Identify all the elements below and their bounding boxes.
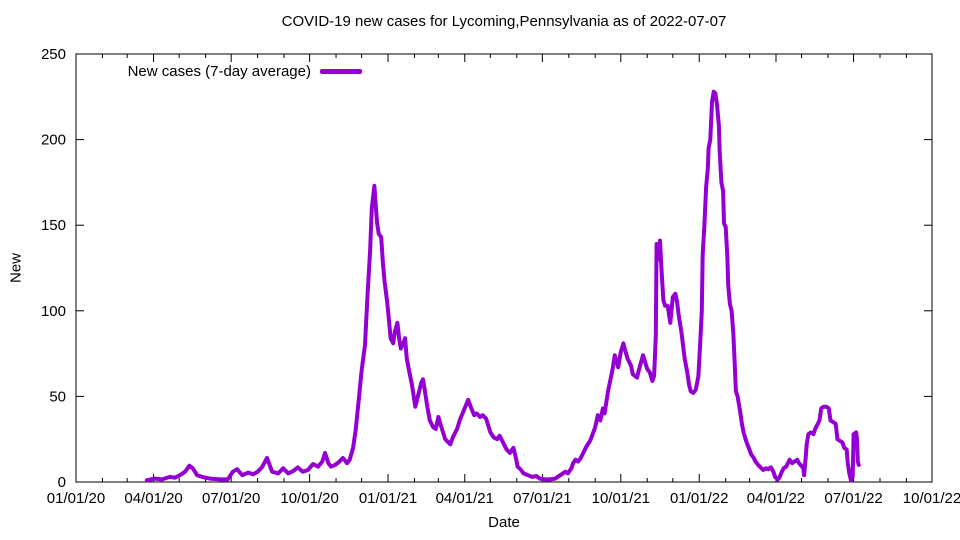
legend-line-sample-icon (320, 68, 362, 74)
y-tick-label: 150 (41, 217, 66, 234)
y-tick-label: 50 (49, 388, 66, 405)
y-tick-label: 0 (58, 474, 66, 491)
x-tick-label: 07/01/20 (202, 490, 260, 507)
x-tick-label: 04/01/20 (124, 490, 182, 507)
x-tick-label: 01/01/20 (47, 490, 105, 507)
x-tick-label: 10/01/21 (592, 490, 650, 507)
x-tick-label: 01/01/21 (359, 490, 417, 507)
y-tick-label: 200 (41, 132, 66, 149)
x-axis-label: Date (488, 514, 520, 531)
x-tick-label: 04/01/21 (436, 490, 494, 507)
x-tick-label: 07/01/22 (824, 490, 882, 507)
x-tick-label: 10/01/20 (280, 490, 338, 507)
x-tick-label: 04/01/22 (747, 490, 805, 507)
chart-title: COVID-19 new cases for Lycoming,Pennsylv… (281, 13, 727, 30)
x-tick-label: 01/01/22 (670, 490, 728, 507)
y-tick-label: 250 (41, 46, 66, 63)
legend: New cases (7-day average) (76, 62, 362, 80)
data-line-new-cases (144, 89, 861, 483)
x-tick-label: 07/01/21 (513, 490, 571, 507)
legend-label: New cases (7-day average) (127, 62, 311, 80)
x-tick-label: 10/01/22 (903, 490, 960, 507)
y-tick-label: 100 (41, 303, 66, 320)
plot-border (75, 53, 933, 483)
